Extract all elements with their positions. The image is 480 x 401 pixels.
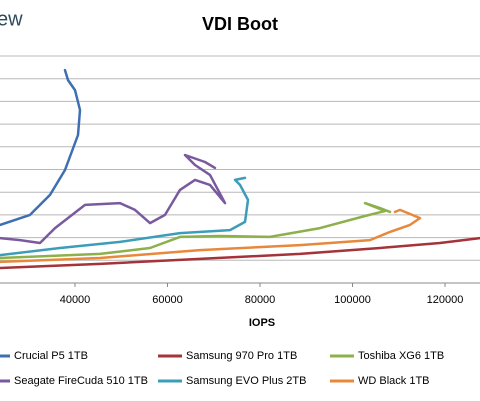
legend-label: WD Black 1TB	[358, 375, 430, 387]
series-line	[0, 201, 392, 260]
series-line	[0, 208, 422, 264]
series-line	[0, 236, 480, 270]
chart-title: VDI Boot	[202, 14, 278, 34]
x-tick-label: 120000	[427, 294, 464, 306]
legend-label: Samsung 970 Pro 1TB	[186, 350, 297, 362]
legend-label: Samsung EVO Plus 2TB	[186, 375, 306, 387]
series-line	[0, 176, 250, 257]
x-tick-label: 80000	[245, 294, 276, 306]
series-line	[0, 153, 227, 245]
legend-label: Seagate FireCuda 510 1TB	[14, 375, 148, 387]
x-tick-label: 60000	[152, 294, 183, 306]
x-axis-title: IOPS	[249, 317, 275, 329]
legend-label: Crucial P5 1TB	[14, 350, 88, 362]
legend-label: Toshiba XG6 1TB	[358, 350, 444, 362]
logo: ew	[0, 8, 23, 30]
x-tick-label: 40000	[60, 294, 91, 306]
x-tick-label: 100000	[334, 294, 371, 306]
series-line	[0, 68, 82, 227]
